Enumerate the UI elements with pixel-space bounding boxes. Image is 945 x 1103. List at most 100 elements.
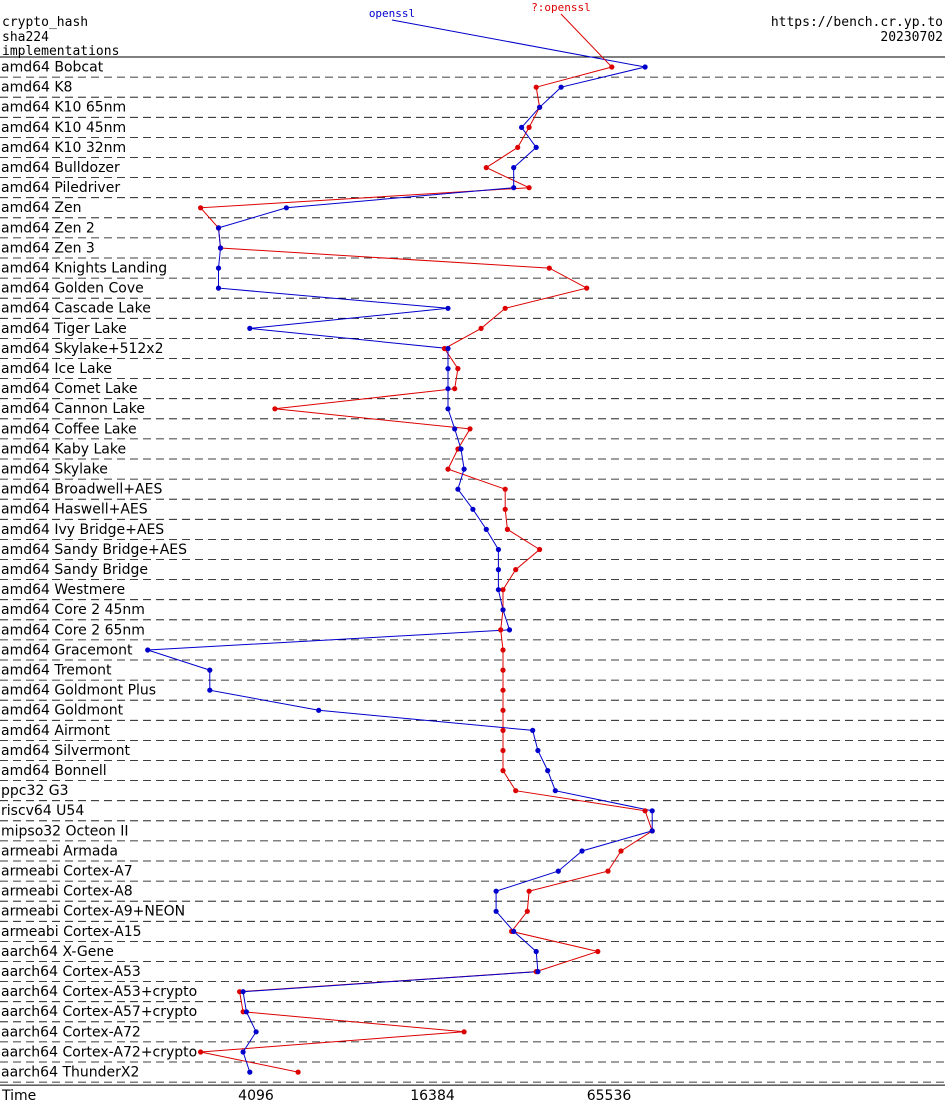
other-point [595, 948, 601, 955]
other-point [546, 265, 552, 271]
openssl-point [145, 647, 151, 653]
row-labels: amd64 Bobcat amd64 K8 amd64 K10 65nm amd64 … [1, 60, 197, 1081]
other-point [537, 546, 543, 553]
header-line-1: crypto_hash [2, 15, 88, 30]
other-point [524, 908, 530, 914]
row-label: amd64 Knights Landing [1, 261, 167, 277]
row-label: amd64 Zen [1, 200, 81, 216]
legend-other: ?:openssl [531, 1, 591, 14]
other-point [500, 647, 506, 653]
other-point [295, 1069, 301, 1075]
other-point [605, 868, 611, 874]
openssl-point [493, 908, 499, 914]
other-point [500, 667, 506, 673]
openssl-point [445, 345, 451, 352]
row-label: amd64 Skylake+512x2 [1, 341, 163, 357]
openssl-point [461, 466, 467, 472]
other-point [502, 506, 508, 512]
openssl-point [240, 1049, 246, 1055]
openssl-point [537, 104, 543, 110]
openssl-point [240, 989, 246, 995]
other-point [526, 185, 532, 191]
x-tick-label: 65536 [587, 1088, 632, 1103]
row-label: riscv64 U54 [1, 803, 84, 819]
row-label: amd64 Tremont [1, 663, 112, 679]
series-points [145, 64, 655, 1075]
row-label: aarch64 Cortex-A57+crypto [1, 1004, 197, 1020]
row-label: armeabi Cortex-A8 [1, 884, 133, 900]
openssl-point [535, 969, 541, 975]
row-label: aarch64 ThunderX2 [1, 1065, 139, 1081]
other-point [526, 888, 532, 894]
openssl-point [552, 788, 558, 794]
legend-other-leader [560, 13, 613, 68]
row-label: amd64 Tiger Lake [1, 321, 127, 337]
row-label: amd64 Core 2 45nm [1, 602, 145, 618]
legend-openssl-leader [391, 19, 646, 68]
other-point [500, 687, 506, 693]
openssl-point [215, 265, 222, 271]
row-label: amd64 Piledriver [1, 180, 120, 196]
openssl-point [445, 366, 451, 372]
openssl-point [215, 225, 222, 231]
row-label: amd64 Bulldozer [1, 160, 120, 176]
openssl-point [506, 627, 513, 633]
openssl-point [217, 245, 224, 251]
other-point [455, 366, 461, 372]
row-label: amd64 Bobcat [1, 60, 104, 76]
other-point [502, 486, 508, 492]
openssl-point [495, 587, 501, 593]
row-label: amd64 K10 32nm [1, 140, 126, 156]
other-point [500, 768, 506, 774]
other-point [500, 587, 506, 593]
row-label: amd64 Zen 3 [1, 240, 95, 256]
openssl-point [445, 406, 451, 412]
openssl-point [511, 928, 517, 935]
openssl-point [533, 144, 539, 150]
row-label: aarch64 Cortex-A53+crypto [1, 984, 197, 1000]
openssl-point [649, 808, 655, 814]
row-label: amd64 Zen 2 [1, 220, 95, 236]
other-point [452, 386, 458, 392]
row-label: armeabi Cortex-A9+NEON [1, 904, 185, 920]
other-point [584, 285, 590, 291]
openssl-point [455, 486, 461, 492]
openssl-point [642, 64, 648, 70]
other-point [445, 466, 451, 472]
legend-openssl: openssl [369, 7, 415, 20]
openssl-point [243, 1009, 249, 1015]
row-label: amd64 Goldmont [1, 703, 124, 719]
other-point [478, 325, 484, 331]
row-label: armeabi Armada [1, 843, 118, 859]
other-point [198, 1049, 204, 1055]
openssl-point [253, 1029, 259, 1035]
header-line-3: implementations [2, 44, 119, 59]
other-point [642, 808, 648, 814]
row-label: ppc32 G3 [1, 783, 69, 799]
x-axis: Time 4096 16384 65536 [0, 1084, 945, 1103]
openssl-point [530, 727, 536, 734]
other-point [467, 426, 473, 432]
row-label: amd64 Broadwell+AES [1, 482, 162, 498]
row-label: aarch64 Cortex-A72 [1, 1024, 141, 1040]
openssl-point [316, 707, 322, 713]
x-tick-label: 4096 [238, 1088, 274, 1103]
other-point [272, 406, 278, 412]
openssl-point [470, 506, 476, 512]
other-point [483, 165, 489, 171]
row-label: aarch64 Cortex-A72+crypto [1, 1044, 197, 1060]
row-label: amd64 Sandy Bridge [1, 562, 148, 578]
row-label: amd64 Core 2 65nm [1, 622, 145, 638]
openssl-point [495, 567, 501, 573]
header-url: https://bench.cr.yp.to [771, 15, 943, 30]
row-label: amd64 Gracemont [1, 642, 133, 658]
openssl-point [579, 848, 585, 854]
row-label: armeabi Cortex-A15 [1, 924, 142, 940]
row-label: amd64 Silvermont [1, 743, 131, 759]
row-label: amd64 Bonnell [1, 763, 107, 779]
openssl-point [493, 888, 499, 894]
other-point [526, 124, 532, 130]
other-point [498, 627, 504, 633]
openssl-point [558, 84, 564, 90]
